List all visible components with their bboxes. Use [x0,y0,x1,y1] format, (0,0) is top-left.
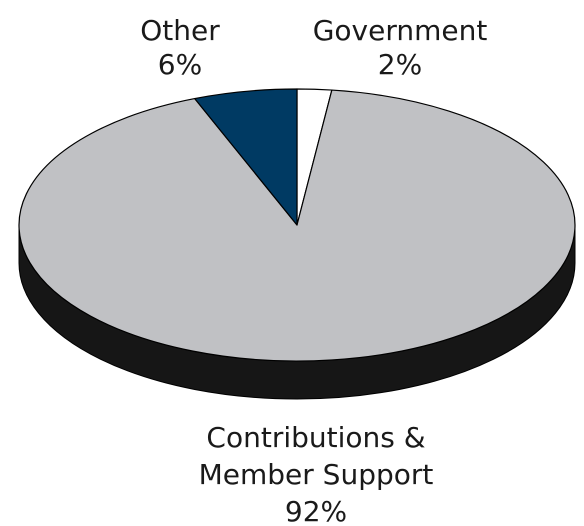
slice-label-line: Government [313,14,488,47]
slice-label-contributions-and: Contributions & Member Support 92% [199,421,434,526]
slice-label-line: Contributions & [206,421,425,454]
pie-top [18,88,576,362]
slice-label-line: 2% [378,48,422,81]
slice-label-line: Other [140,14,220,47]
pie-slice-other [194,88,298,226]
slice-label-line: Member Support [199,458,434,491]
slice-label-line: 6% [158,48,202,81]
slice-label-line: 92% [285,495,347,526]
slice-label-government: Government 2% [313,14,488,81]
pie-labels: Government 2% Contributions & Member Suppor… [140,14,487,526]
slice-label-other: Other 6% [140,14,220,81]
